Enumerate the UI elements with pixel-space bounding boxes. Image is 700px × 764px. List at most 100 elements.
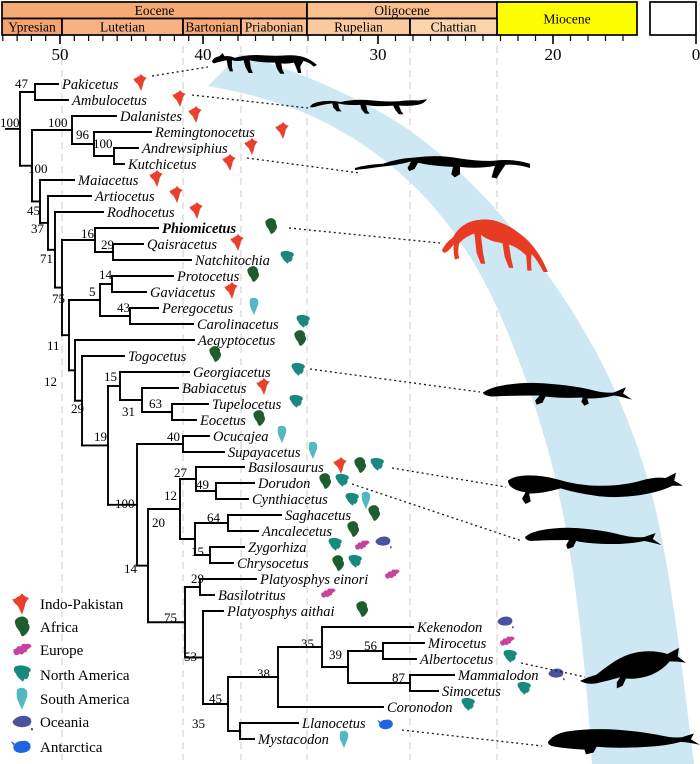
taxon-label: Pakicetus bbox=[61, 77, 119, 93]
support-value: 37 bbox=[31, 221, 45, 236]
taxon-label: Platyosphys aithai bbox=[226, 604, 335, 620]
indo-pakistan-icon bbox=[224, 281, 238, 300]
south-america-icon bbox=[339, 730, 349, 749]
support-value: 11 bbox=[47, 338, 60, 353]
support-value: 40 bbox=[167, 429, 180, 444]
indo-pakistan-icon bbox=[256, 377, 270, 396]
north-america-icon bbox=[280, 250, 294, 264]
indo-pakistan-icon bbox=[133, 73, 147, 92]
africa-icon bbox=[356, 601, 369, 617]
north-america-icon bbox=[517, 681, 531, 695]
support-value: 96 bbox=[76, 127, 90, 142]
support-value: 100 bbox=[0, 115, 20, 130]
support-value: 35 bbox=[301, 636, 314, 651]
taxon-label: Rodhocetus bbox=[106, 205, 175, 221]
taxon-label: Llanocetus bbox=[301, 716, 366, 732]
support-value: 87 bbox=[392, 670, 406, 685]
axis-tick-label: 50 bbox=[52, 45, 69, 64]
support-value: 49 bbox=[196, 477, 209, 492]
stage-label: Rupelian bbox=[334, 20, 383, 35]
support-value: 29 bbox=[71, 401, 84, 416]
time-axis: 50 40 30 20 0 bbox=[2, 35, 700, 64]
basilosaurus-silhouette bbox=[508, 472, 683, 504]
pakicetus-silhouette bbox=[212, 53, 317, 74]
taxon-label: Basilotritus bbox=[218, 588, 286, 604]
legend-label: North America bbox=[40, 668, 130, 684]
taxon-label: Andrewsiphius bbox=[141, 141, 228, 157]
support-value: 45 bbox=[209, 691, 222, 706]
africa-icon bbox=[294, 330, 307, 346]
dispersal-band bbox=[208, 54, 694, 764]
support-value: 45 bbox=[27, 203, 40, 218]
taxon-label: Albertocetus bbox=[419, 652, 494, 668]
africa-icon bbox=[347, 521, 360, 537]
epoch-label: Miocene bbox=[543, 12, 590, 27]
support-value: 14 bbox=[99, 267, 113, 282]
axis-tick-label: 30 bbox=[370, 45, 387, 64]
taxon-label: Simocetus bbox=[442, 684, 501, 700]
support-value: 35 bbox=[192, 716, 205, 731]
support-value: 100 bbox=[93, 136, 113, 151]
indo-pakistan-icon bbox=[149, 169, 163, 188]
taxon-label: Georgiacetus bbox=[193, 365, 271, 381]
legend-label: South America bbox=[40, 692, 130, 708]
north-america-icon bbox=[345, 492, 359, 506]
north-america-icon bbox=[503, 649, 517, 663]
support-value: 56 bbox=[364, 638, 378, 653]
taxon-label: Basilosaurus bbox=[248, 460, 324, 476]
taxon-label: Babiacetus bbox=[182, 381, 247, 397]
taxon-label: Zygorhiza bbox=[248, 540, 307, 556]
cladogram-branches bbox=[5, 83, 455, 740]
taxon-label: Aegyptocetus bbox=[197, 333, 276, 349]
support-value: 43 bbox=[117, 300, 130, 315]
stage-label: Bartonian bbox=[185, 20, 238, 35]
taxon-label: Coronodon bbox=[387, 700, 453, 716]
taxon-label: Togocetus bbox=[128, 349, 187, 365]
indo-pakistan-icon bbox=[169, 185, 183, 204]
support-value: 27 bbox=[174, 465, 188, 480]
support-value: 5 bbox=[89, 284, 96, 299]
antarctica-legend-icon bbox=[10, 740, 31, 753]
support-value: 63 bbox=[149, 396, 162, 411]
indo-pakistan-icon bbox=[244, 137, 258, 156]
taxon-label: Carolinacetus bbox=[197, 317, 279, 333]
support-value: 16 bbox=[81, 226, 95, 241]
taxon-label: Peregocetus bbox=[161, 301, 233, 317]
taxon-label: Kutchicetus bbox=[127, 157, 197, 173]
taxon-label: Ambulocetus bbox=[71, 93, 147, 109]
support-value: 19 bbox=[94, 429, 107, 444]
epoch-label: Eocene bbox=[135, 3, 175, 18]
oceania-icon bbox=[375, 536, 392, 549]
stage-cell-chattian bbox=[409, 17, 498, 36]
taxon-label: Gaviacetus bbox=[150, 285, 216, 301]
support-value: 15 bbox=[104, 369, 117, 384]
north-america-icon bbox=[296, 314, 310, 328]
support-value: 20 bbox=[152, 515, 165, 530]
taxon-label: Chrysocetus bbox=[237, 556, 309, 572]
stage-label: Ypresian bbox=[8, 20, 56, 35]
taxon-label: Mystacodon bbox=[257, 732, 329, 748]
south-america-legend-icon bbox=[16, 687, 28, 710]
africa-icon bbox=[253, 410, 266, 426]
support-values: 1004710010096100453771751629115144312291… bbox=[0, 76, 406, 731]
north-america-icon bbox=[370, 457, 384, 471]
support-value: 47 bbox=[15, 76, 29, 91]
timescale-break-box bbox=[649, 1, 697, 36]
indo-pakistan-icon bbox=[275, 121, 289, 140]
support-value: 53 bbox=[184, 649, 197, 664]
support-value: 15 bbox=[191, 544, 204, 559]
legend-label: Oceania bbox=[40, 715, 89, 731]
legend-label: Antarctica bbox=[40, 740, 103, 756]
silhouette-connectors bbox=[151, 66, 586, 747]
taxon-label: Saghacetus bbox=[285, 508, 351, 524]
axis-tick-label: 0 bbox=[692, 45, 700, 64]
support-value: 12 bbox=[164, 488, 177, 503]
africa-legend-icon bbox=[14, 616, 30, 637]
dorudontid-silhouette bbox=[525, 527, 662, 549]
south-america-icon bbox=[361, 491, 371, 510]
taxon-label: Qaisracetus bbox=[147, 237, 217, 253]
support-value: 100 bbox=[115, 496, 135, 511]
north-america-legend-icon bbox=[13, 665, 31, 682]
africa-icon bbox=[247, 266, 260, 282]
